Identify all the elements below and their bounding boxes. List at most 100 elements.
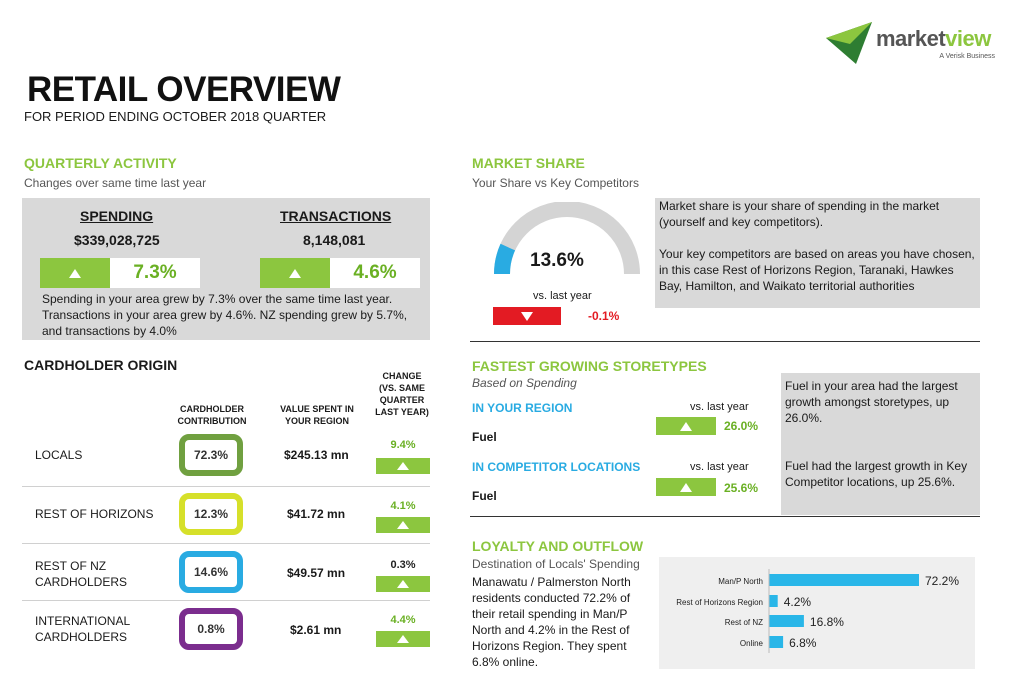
cardholder-row: INTERNATIONAL CARDHOLDERS 0.8% $2.61 mn … [22, 601, 430, 659]
region-label: IN YOUR REGION [472, 401, 573, 415]
transactions-up-arrow-icon [260, 258, 330, 288]
quarterly-panel: SPENDING $339,028,725 7.3% TRANSACTIONS … [22, 198, 430, 340]
contribution-ring: 14.6% [179, 551, 243, 593]
row-divider [22, 486, 430, 487]
bar [769, 574, 919, 586]
contribution-value: 0.8% [197, 622, 225, 636]
row-divider [22, 543, 430, 544]
bar [769, 636, 784, 648]
region-up-arrow-icon [656, 417, 716, 435]
fastest-subheading: Based on Spending [472, 376, 577, 390]
market-share-gauge [493, 202, 640, 275]
page-title: RETAIL OVERVIEW [27, 70, 341, 109]
cardholder-row: REST OF HORIZONS 12.3% $41.72 mn 4.1% [22, 487, 430, 543]
fastest-note-box: Fuel in your area had the largest growth… [781, 373, 980, 515]
row-change: 4.4% [390, 614, 416, 626]
row-change: 9.4% [390, 439, 416, 451]
region-vs-label: vs. last year [690, 401, 749, 413]
row-label: LOCALS [35, 448, 83, 462]
value-spent: $2.61 mn [290, 623, 342, 637]
loyalty-bar-chart: Man/P North 72.2% Rest of Horizons Region 4… [659, 557, 975, 669]
bar-category-label: Online [740, 639, 764, 648]
competitor-vs-label: vs. last year [690, 461, 749, 473]
value-spent: $49.57 mn [287, 566, 346, 580]
logo-text-market: market [876, 26, 946, 51]
market-share-value: 13.6% [530, 250, 584, 271]
gauge-track [494, 202, 640, 275]
up-arrow-icon [376, 576, 430, 592]
logo-tagline: A Verisk Business [939, 53, 995, 60]
quarterly-heading: QUARTERLY ACTIVITY [24, 155, 177, 171]
spending-up-arrow-icon [40, 258, 110, 288]
contribution-ring: 72.3% [179, 434, 243, 476]
bar-value-label: 72.2% [925, 574, 959, 588]
spending-change-box: 7.3% [40, 258, 200, 288]
transactions-value: 8,148,081 [303, 232, 366, 248]
competitor-change: 25.6% [724, 481, 759, 495]
loyalty-note: Manawatu / Palmerston North residents co… [472, 575, 631, 669]
contribution-value: 72.3% [193, 448, 229, 462]
bar [769, 595, 778, 607]
up-arrow-icon [376, 458, 430, 474]
brand-logo: marketview A Verisk Business [826, 20, 1001, 68]
bar-category-label: Man/P North [718, 577, 763, 586]
col-value-header: VALUE SPENT IN YOUR REGION [280, 404, 354, 426]
market-share-down-arrow-icon [493, 307, 561, 325]
fastest-heading: FASTEST GROWING STORETYPES [472, 358, 707, 374]
contribution-value: 14.6% [193, 565, 229, 579]
row-label: INTERNATIONAL CARDHOLDERS [35, 614, 130, 644]
col-change-header: CHANGE (VS. SAME QUARTER LAST YEAR) [375, 371, 429, 417]
competitor-label: IN COMPETITOR LOCATIONS [472, 460, 641, 474]
cardholder-row: REST OF NZ CARDHOLDERS 14.6% $49.57 mn 0… [22, 544, 430, 600]
bar-category-label: Rest of NZ [725, 618, 763, 627]
up-arrow-icon [376, 631, 430, 647]
bar-category-label: Rest of Horizons Region [676, 598, 763, 607]
competitor-up-arrow-icon [656, 478, 716, 496]
transactions-change-box: 4.6% [260, 258, 420, 288]
region-store: Fuel [472, 430, 497, 444]
region-change: 26.0% [724, 419, 759, 433]
market-share-heading: MARKET SHARE [472, 155, 585, 171]
row-change: 0.3% [390, 559, 416, 571]
row-label: REST OF NZ CARDHOLDERS [35, 559, 128, 589]
spending-label: SPENDING [80, 208, 154, 224]
loyalty-heading: LOYALTY AND OUTFLOW [472, 538, 644, 554]
value-spent: $245.13 mn [284, 448, 349, 462]
row-divider [22, 600, 430, 601]
up-arrow-icon [376, 517, 430, 533]
competitor-store: Fuel [472, 489, 497, 503]
value-spent: $41.72 mn [287, 507, 346, 521]
bar-value-label: 6.8% [789, 636, 817, 650]
market-share-vs-label: vs. last year [533, 290, 592, 302]
cardholder-heading: CARDHOLDER ORIGIN [24, 357, 178, 373]
fastest-note-1: Fuel in your area had the largest growth… [785, 379, 958, 425]
row-label: REST OF HORIZONS [35, 507, 154, 521]
bar-value-label: 16.8% [810, 615, 844, 629]
section-divider [470, 516, 980, 517]
spending-change: 7.3% [133, 262, 177, 283]
logo-arrow-icon [826, 22, 872, 64]
market-share-note-box: Market share is your share of spending i… [655, 198, 980, 308]
gauge-fill [493, 243, 516, 275]
quarterly-subheading: Changes over same time last year [24, 176, 207, 190]
spending-value: $339,028,725 [74, 232, 160, 248]
page-subtitle: FOR PERIOD ENDING OCTOBER 2018 QUARTER [24, 109, 327, 124]
logo-text-view: view [945, 26, 991, 51]
cardholder-row: LOCALS 72.3% $245.13 mn 9.4% [22, 428, 430, 486]
col-contribution-header: CARDHOLDER CONTRIBUTION [177, 404, 247, 426]
contribution-ring: 12.3% [179, 493, 243, 535]
contribution-value: 12.3% [193, 507, 229, 521]
contribution-ring: 0.8% [179, 608, 243, 650]
market-share-note-1: Market share is your share of spending i… [659, 199, 940, 229]
loyalty-subheading: Destination of Locals' Spending [472, 557, 640, 571]
market-share-subheading: Your Share vs Key Competitors [472, 176, 639, 190]
market-share-note-2: Your key competitors are based on areas … [659, 247, 975, 293]
row-change: 4.1% [390, 500, 416, 512]
market-share-change: -0.1% [588, 309, 620, 323]
section-divider [470, 341, 980, 342]
transactions-change: 4.6% [353, 262, 397, 283]
fastest-note-2: Fuel had the largest growth in Key Compe… [785, 459, 968, 489]
transactions-label: TRANSACTIONS [280, 208, 392, 224]
bar [769, 615, 804, 627]
bar-value-label: 4.2% [784, 595, 812, 609]
